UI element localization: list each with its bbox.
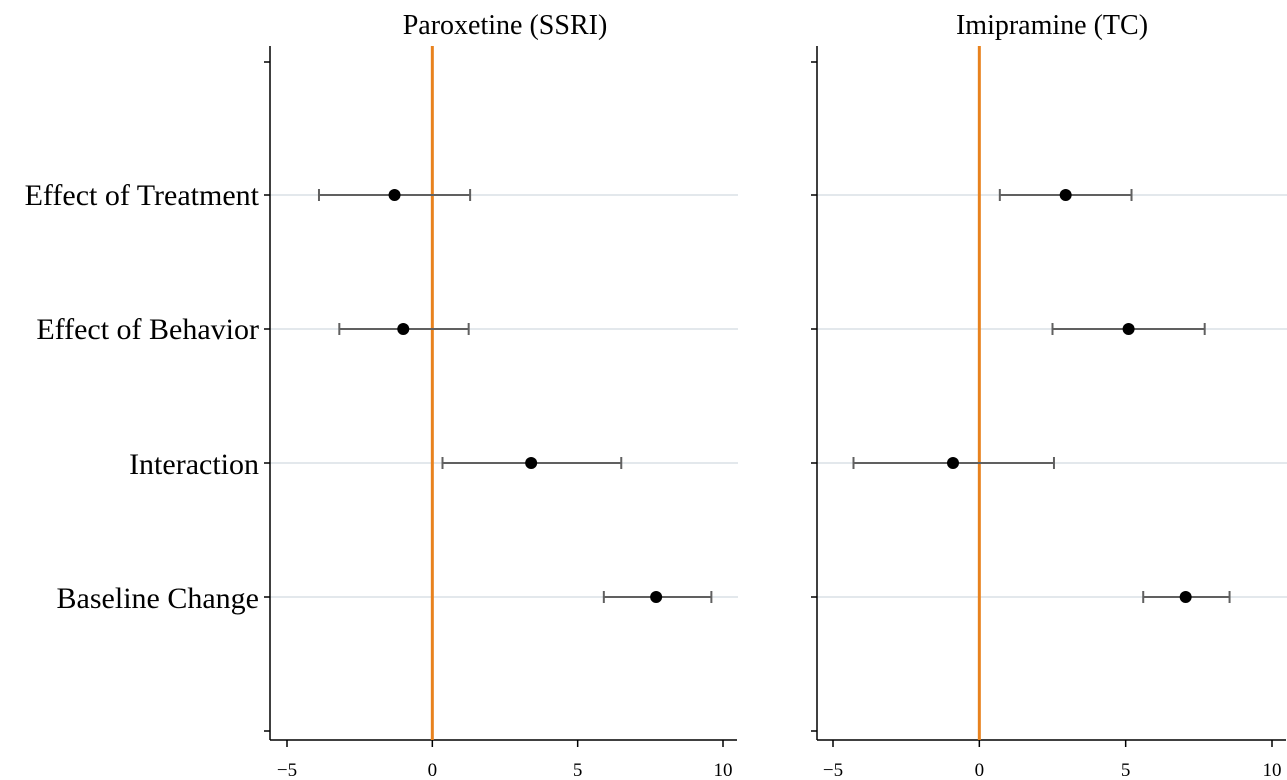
point-estimate — [1122, 323, 1135, 335]
point-estimate — [1179, 591, 1192, 603]
x-tick-label: 10 — [1263, 760, 1282, 780]
category-label-interaction: Interaction — [129, 448, 259, 481]
x-tick-labels: −5 0 5 10 — [277, 760, 733, 780]
point-estimate — [1059, 189, 1072, 201]
gridlines — [270, 194, 738, 598]
x-tick-label: 10 — [714, 760, 733, 780]
coefficient-marks — [317, 189, 713, 603]
panel-paroxetine: Paroxetine (SSRI) Effect of Treatment Ef… — [25, 10, 738, 780]
x-tick-label: 5 — [1121, 760, 1131, 780]
point-estimate — [650, 591, 663, 603]
panel-title-paroxetine: Paroxetine (SSRI) — [403, 10, 608, 41]
category-label-treatment: Effect of Treatment — [25, 179, 260, 212]
axes — [811, 46, 1286, 747]
point-estimate — [946, 457, 959, 469]
category-label-behavior: Effect of Behavior — [36, 313, 259, 346]
x-tick-label: −5 — [277, 760, 297, 780]
x-tick-label: −5 — [823, 760, 843, 780]
gridlines — [817, 194, 1287, 598]
x-tick-labels: −5 0 5 10 — [823, 760, 1282, 780]
panel-title-imipramine: Imipramine (TC) — [956, 10, 1148, 41]
x-tick-label: 0 — [428, 760, 438, 780]
point-estimate — [388, 189, 401, 201]
axes — [264, 46, 737, 747]
x-tick-label: 0 — [975, 760, 985, 780]
coefficient-marks — [852, 189, 1231, 603]
category-label-baseline: Baseline Change — [57, 582, 259, 615]
point-estimate — [397, 323, 410, 335]
x-tick-label: 5 — [573, 760, 583, 780]
category-labels: Effect of Treatment Effect of Behavior I… — [25, 179, 260, 615]
point-estimate — [525, 457, 538, 469]
panel-imipramine: Imipramine (TC) −5 0 5 10 — [811, 10, 1287, 780]
